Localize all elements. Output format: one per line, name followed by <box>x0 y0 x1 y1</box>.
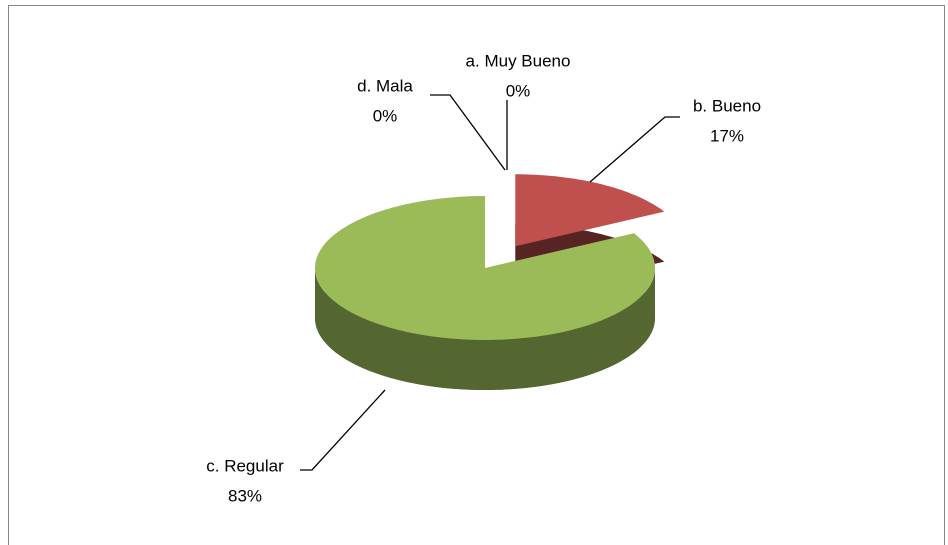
leader-line <box>589 116 680 183</box>
slice-value-label: 0% <box>506 81 531 100</box>
slice-value-label: 17% <box>710 126 744 145</box>
slice-label: b. Bueno <box>693 96 761 115</box>
leader-line <box>430 94 506 171</box>
pie-slice-side <box>315 268 655 390</box>
pie-slice <box>515 174 665 247</box>
slice-value-label: 83% <box>228 486 262 505</box>
slice-label: a. Muy Bueno <box>466 51 571 70</box>
pie <box>315 174 665 390</box>
slice-value-label: 0% <box>373 106 398 125</box>
slice-label: d. Mala <box>357 76 413 95</box>
slice-label: c. Regular <box>206 456 284 475</box>
pie-slice <box>315 196 655 340</box>
leader-line <box>300 389 386 471</box>
